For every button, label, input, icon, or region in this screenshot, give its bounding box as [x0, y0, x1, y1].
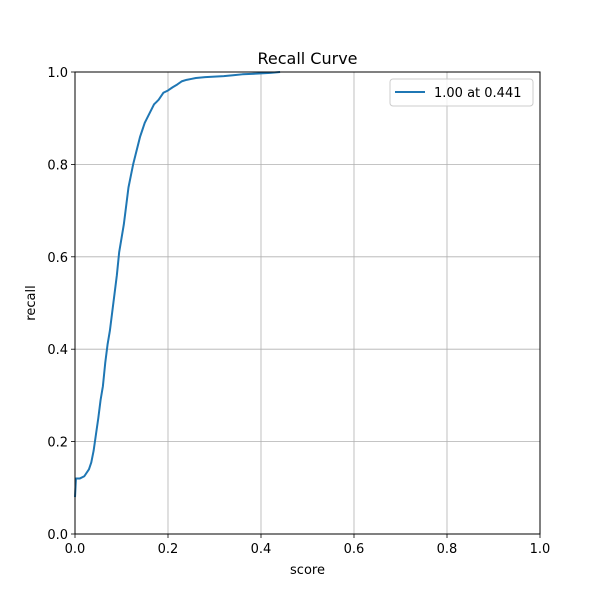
- y-tick-label: 0.4: [47, 343, 68, 358]
- grid-lines: [74, 71, 541, 535]
- x-tick-label: 0.0: [65, 542, 86, 557]
- legend-box: [389, 78, 534, 107]
- series-line-0: [74, 71, 281, 498]
- legend-entry-label: 1.00 at 0.441: [434, 86, 522, 101]
- series-layer: [74, 71, 281, 498]
- y-tick-label: 0.8: [47, 158, 68, 173]
- y-tick-label: 0.6: [47, 251, 68, 266]
- x-tick-label: 0.4: [251, 542, 272, 557]
- x-tick-label: 0.2: [158, 542, 179, 557]
- y-tick-label: 1.0: [47, 66, 68, 81]
- x-tick-label: 1.0: [530, 542, 551, 557]
- x-tick-label: 0.8: [437, 542, 458, 557]
- y-tick-label: 0.0: [47, 528, 68, 543]
- chart-title: Recall Curve: [257, 49, 357, 68]
- y-tick-label: 0.2: [47, 436, 68, 451]
- x-axis-label: score: [290, 563, 325, 578]
- x-tick-label: 0.6: [344, 542, 365, 557]
- plot-frame: [74, 71, 541, 535]
- y-axis-label: recall: [24, 285, 39, 320]
- axis-ticks: 0.0 0.2 0.4 0.6 0.8 1.0 0.0 0.2 0.4 0.6 0.8 1.0: [47, 66, 550, 557]
- legend: 1.00 at 0.441: [389, 78, 534, 107]
